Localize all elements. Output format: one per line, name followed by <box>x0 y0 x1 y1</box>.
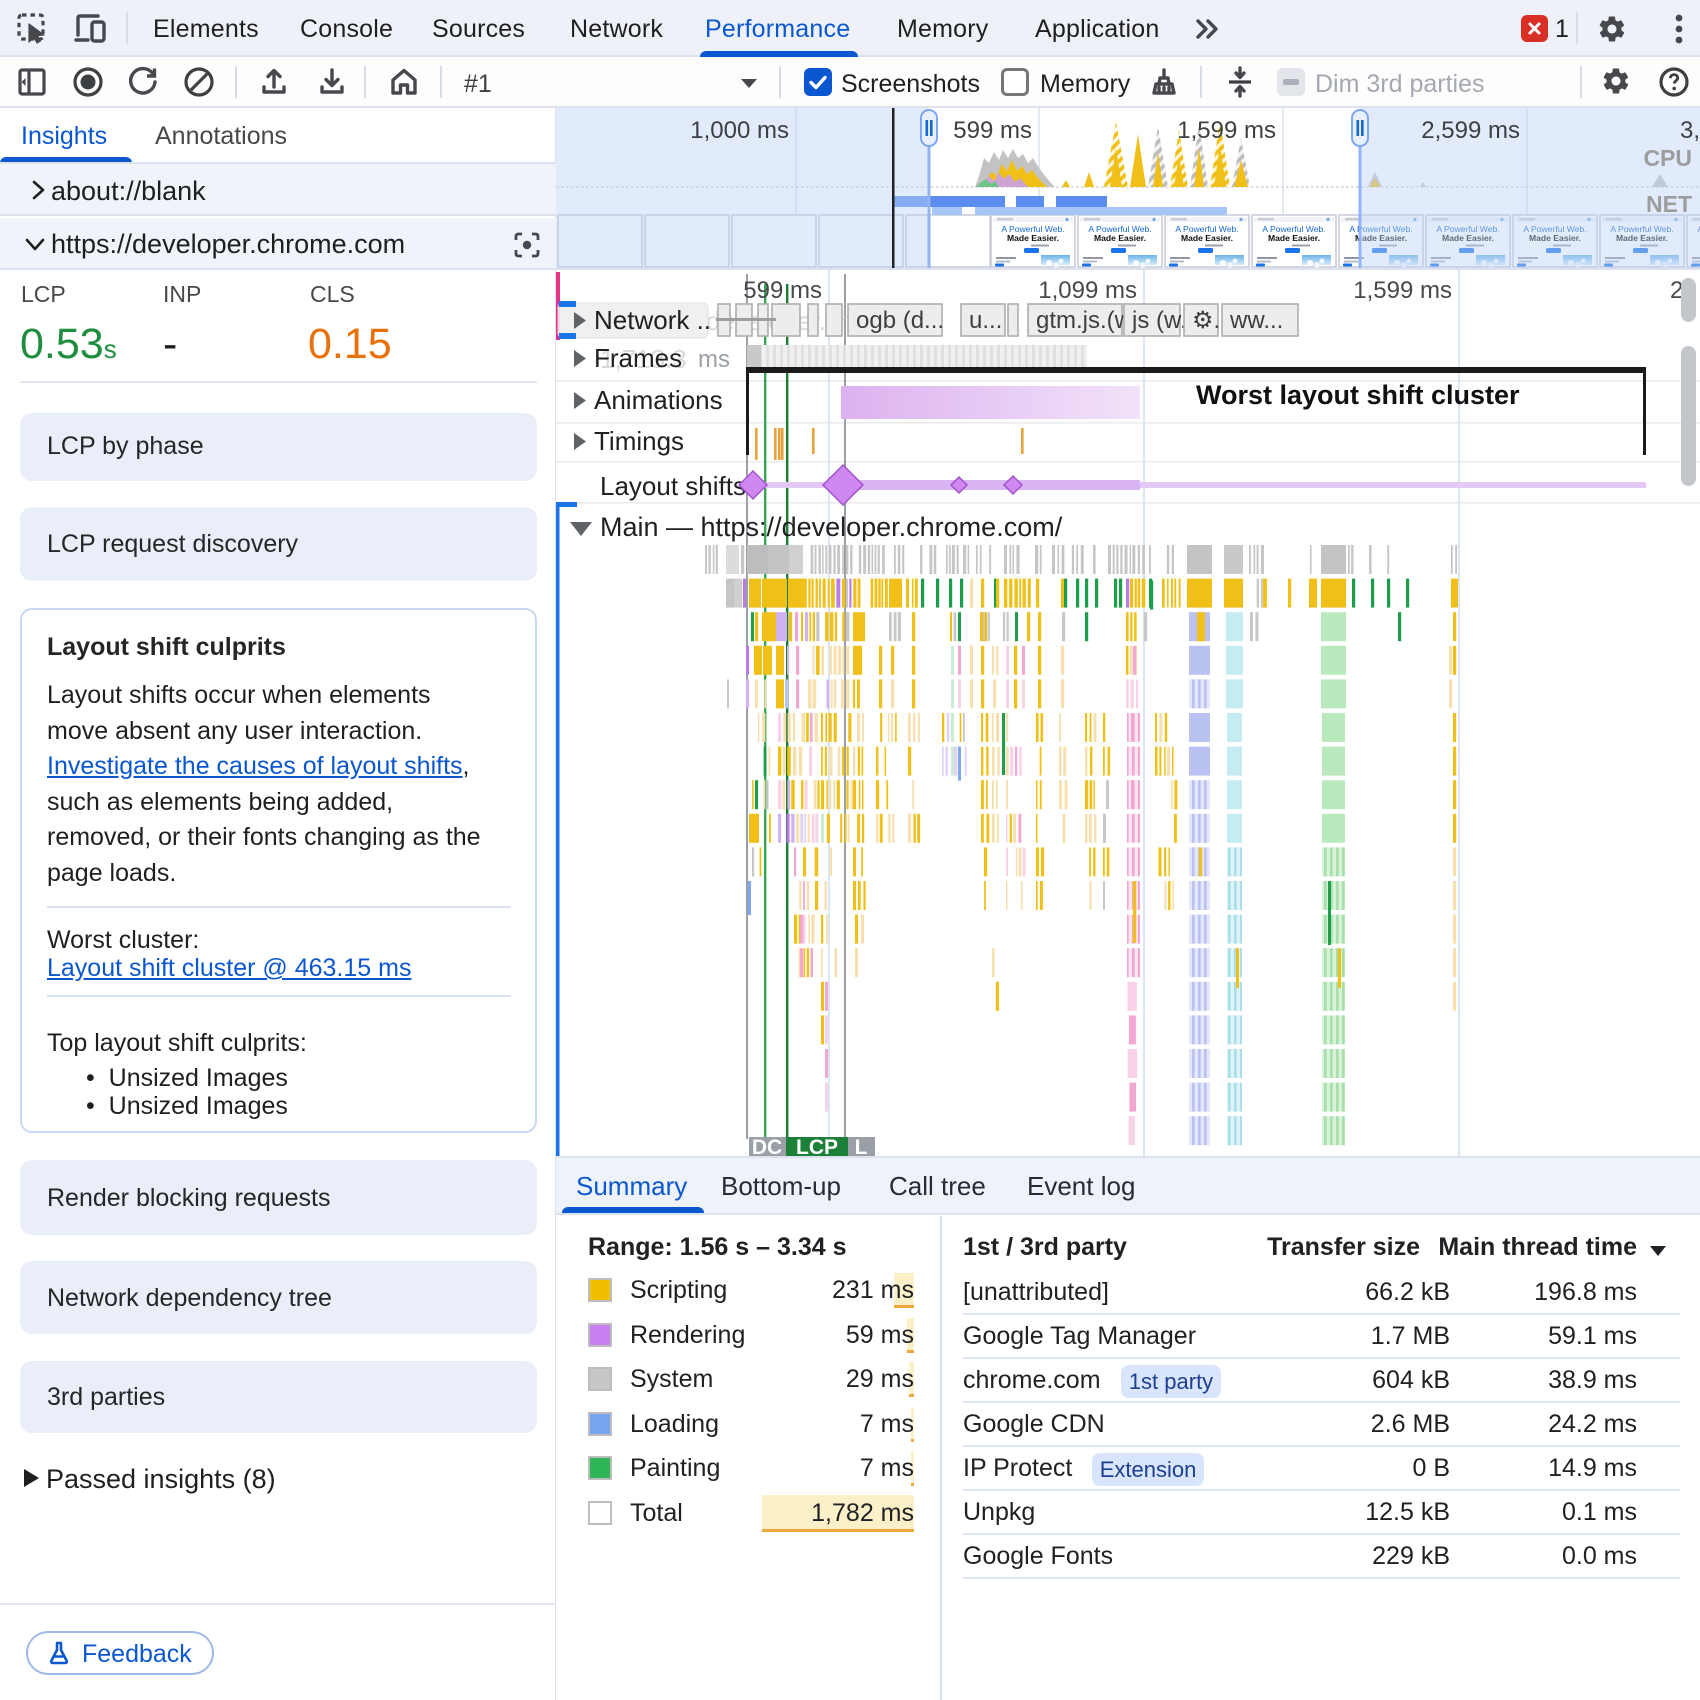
svg-text:Made Easier.: Made Easier. <box>1442 233 1494 243</box>
svg-text:Made Easier.: Made Easier. <box>1355 233 1407 243</box>
svg-text:A Powerful Web.: A Powerful Web. <box>1697 224 1700 234</box>
svg-text:3,5: 3,5 <box>1680 117 1700 144</box>
svg-text:Timings: Timings <box>594 426 684 456</box>
svg-text:NET: NET <box>1646 191 1692 217</box>
svg-text:Worst layout shift cluster: Worst layout shift cluster <box>1196 380 1520 410</box>
svg-text:Made Easier.: Made Easier. <box>1268 233 1320 243</box>
svg-text:L: L <box>855 1136 868 1156</box>
svg-text:Network ..: Network .. <box>594 305 711 335</box>
svg-text:1,599 ms: 1,599 ms <box>1177 117 1276 144</box>
svg-text:2,599 ms: 2,599 ms <box>1421 117 1520 144</box>
svg-text:ms: ms <box>698 346 730 373</box>
svg-text:A Powerful Web.: A Powerful Web. <box>1610 224 1673 234</box>
svg-text:Layout shifts: Layout shifts <box>600 471 746 501</box>
svg-text:1,000 ms: 1,000 ms <box>690 117 789 144</box>
svg-text:Main — https://developer.chrom: Main — https://developer.chrome.com/ <box>600 512 1063 542</box>
svg-text:Made Easier.: Made Easier. <box>1094 233 1146 243</box>
svg-text:CPU: CPU <box>1643 145 1692 171</box>
svg-text:A Powerful Web.: A Powerful Web. <box>1349 224 1412 234</box>
svg-text:A Powerful Web.: A Powerful Web. <box>1262 224 1325 234</box>
svg-text:Made Easier.: Made Easier. <box>1529 233 1581 243</box>
svg-text:ww...: ww... <box>1229 307 1283 334</box>
svg-text:599 ms: 599 ms <box>743 277 822 304</box>
svg-text:LCP: LCP <box>796 1136 838 1156</box>
svg-text:Made Easier.: Made Easier. <box>1007 233 1059 243</box>
svg-text:A Powerful Web.: A Powerful Web. <box>1175 224 1238 234</box>
svg-text:Made Easier.: Made Easier. <box>1616 233 1668 243</box>
svg-text:Frames: Frames <box>594 343 682 373</box>
svg-text:1,713.3: 1,713.3 <box>600 344 687 374</box>
svg-text:A Powerful Web.: A Powerful Web. <box>1001 224 1064 234</box>
svg-text:A Powerful Web.: A Powerful Web. <box>1523 224 1586 234</box>
svg-text:A Powerful Web.: A Powerful Web. <box>1436 224 1499 234</box>
svg-text:1,099 ms: 1,099 ms <box>1038 277 1137 304</box>
svg-text:599 ms: 599 ms <box>953 117 1032 144</box>
svg-text:Made Easier.: Made Easier. <box>1181 233 1233 243</box>
svg-text:js (w.: js (w. <box>1131 307 1187 334</box>
svg-text:u...: u... <box>969 307 1002 334</box>
svg-text:1,599 ms: 1,599 ms <box>1353 277 1452 304</box>
svg-text:DC: DC <box>752 1136 782 1156</box>
svg-text:ogb (d...: ogb (d... <box>856 307 944 334</box>
svg-text:Animations: Animations <box>594 385 723 415</box>
svg-text:A Powerful Web.: A Powerful Web. <box>1088 224 1151 234</box>
